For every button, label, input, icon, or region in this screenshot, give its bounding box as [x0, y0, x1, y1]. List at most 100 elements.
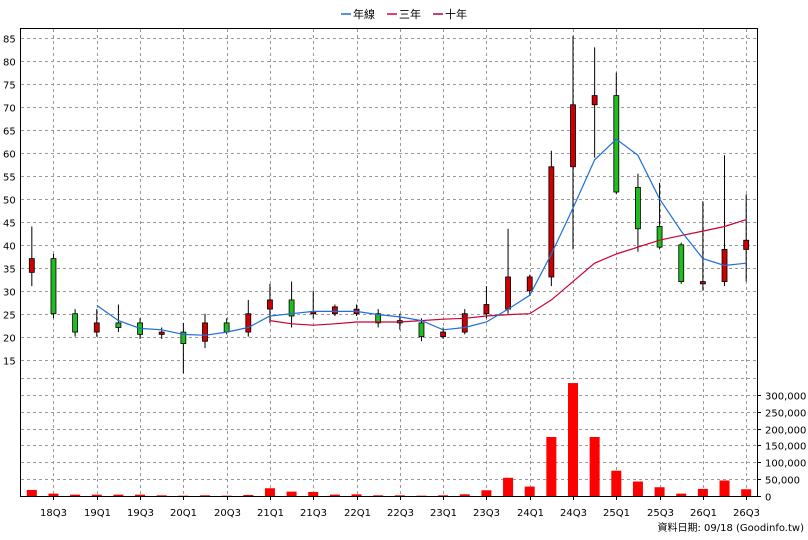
volume-bar — [697, 488, 708, 496]
price-tick-label: 30 — [3, 288, 16, 299]
legend-year-label: 年線 — [353, 7, 375, 21]
price-tick-label: 85 — [3, 35, 16, 46]
x-tick-label: 19Q3 — [127, 508, 154, 519]
price-tick-label: 75 — [3, 81, 16, 92]
volume-bar — [308, 491, 319, 496]
price-tick-label: 15 — [3, 357, 16, 368]
candle-body — [288, 299, 295, 317]
volume-bar — [632, 481, 643, 496]
candle-body — [331, 306, 338, 315]
volume-bar — [70, 494, 81, 496]
price-tick-label: 25 — [3, 311, 16, 322]
candle-body — [418, 322, 425, 338]
volume-tick-label: 150,000 — [765, 442, 806, 453]
candle-body — [526, 276, 533, 292]
x-tick-label: 25Q3 — [647, 508, 674, 519]
candle-body — [699, 281, 706, 285]
volume-bar — [524, 486, 535, 496]
volume-bar — [741, 489, 752, 496]
price-tick-label: 20 — [3, 334, 16, 345]
x-tick-label: 22Q3 — [387, 508, 414, 519]
volume-tick-label: 250,000 — [765, 409, 806, 420]
plot-frame — [20, 28, 758, 497]
candle-body — [613, 95, 620, 193]
volume-tick-label: 300,000 — [765, 392, 806, 403]
candle-body — [440, 331, 447, 338]
x-tick-label: 21Q1 — [257, 508, 284, 519]
candle-body — [267, 299, 273, 310]
candle-body — [223, 322, 230, 333]
volume-bar — [568, 383, 578, 496]
volume-bar — [676, 493, 687, 496]
volume-bar — [113, 494, 124, 496]
price-tick-label: 55 — [3, 173, 16, 184]
candle-body — [678, 244, 685, 282]
volume-bar — [654, 487, 665, 496]
price-tick-label: 60 — [3, 150, 16, 161]
x-tick-label: 24Q3 — [560, 508, 587, 519]
x-tick-label: 20Q1 — [170, 508, 197, 519]
candle-body — [158, 331, 165, 335]
volume-bar — [589, 437, 600, 496]
volume-bar — [438, 495, 449, 497]
candle-body — [570, 104, 576, 168]
candle-body — [635, 187, 641, 230]
x-tick-label: 26Q3 — [733, 508, 760, 519]
x-tick-label: 20Q3 — [214, 508, 241, 519]
volume-bar — [26, 489, 37, 496]
volume-bar — [135, 494, 146, 496]
candle-body — [115, 322, 122, 328]
volume-bar — [91, 494, 102, 496]
candle-body — [245, 313, 252, 333]
price-tick-label: 45 — [3, 219, 16, 230]
volume-bar — [329, 494, 340, 496]
year-line — [96, 138, 747, 336]
volume-tick-label: 100,000 — [765, 459, 806, 470]
legend: 年線 三年 十年 — [341, 7, 467, 21]
price-tick-label: 50 — [3, 196, 16, 207]
volume-bar — [264, 488, 275, 496]
volume-axis: 0 50,000 100,000 150,000 200,000 250,000 300,0… — [757, 392, 806, 504]
volume-bar — [503, 477, 514, 496]
candle-body — [72, 313, 79, 333]
source-footer: 資料日期: 09/18 (Goodinfo.tw) — [657, 521, 804, 534]
legend-ten-year-label: 十年 — [445, 7, 467, 21]
candle-body — [375, 313, 382, 324]
x-tick-label: 24Q1 — [517, 508, 544, 519]
volume-bar — [156, 495, 167, 497]
volume-bar — [546, 437, 557, 496]
candle-body — [180, 331, 187, 344]
candle-body — [548, 166, 555, 278]
candle-body — [461, 313, 468, 333]
volume-bar — [719, 480, 730, 496]
price-tick-label: 35 — [3, 265, 16, 276]
volume-bar — [373, 495, 384, 497]
volume-tick-label: 50,000 — [765, 476, 800, 487]
price-tick-label: 70 — [3, 104, 16, 115]
x-tick-label: 25Q1 — [603, 508, 630, 519]
volume-bars — [26, 383, 752, 497]
volume-bar — [200, 495, 210, 497]
volume-bar — [481, 490, 492, 496]
price-axis: 15 20 25 30 35 40 45 50 55 60 65 70 75 80 85 — [3, 35, 16, 368]
volume-bar — [243, 494, 254, 496]
x-tick-label: 23Q3 — [473, 508, 500, 519]
x-axis: 18Q3 19Q1 19Q3 20Q1 20Q3 21Q1 21Q3 22Q1 22Q3 23Q1… — [40, 496, 760, 519]
candlesticks — [28, 35, 750, 374]
x-tick-label: 23Q1 — [430, 508, 457, 519]
candle-body — [202, 322, 208, 342]
candle-body — [483, 304, 490, 315]
candle-body — [591, 95, 598, 106]
candle-body — [656, 226, 663, 248]
volume-bar — [459, 494, 470, 496]
volume-bar — [48, 493, 59, 496]
candle-body — [50, 258, 57, 315]
candle-body — [743, 239, 750, 250]
candle-body — [505, 276, 511, 310]
volume-tick-label: 200,000 — [765, 426, 806, 437]
price-tick-label: 80 — [3, 58, 16, 69]
legend-three-year-label: 三年 — [399, 7, 421, 21]
x-tick-label: 22Q1 — [344, 508, 371, 519]
x-tick-label: 19Q1 — [84, 508, 111, 519]
